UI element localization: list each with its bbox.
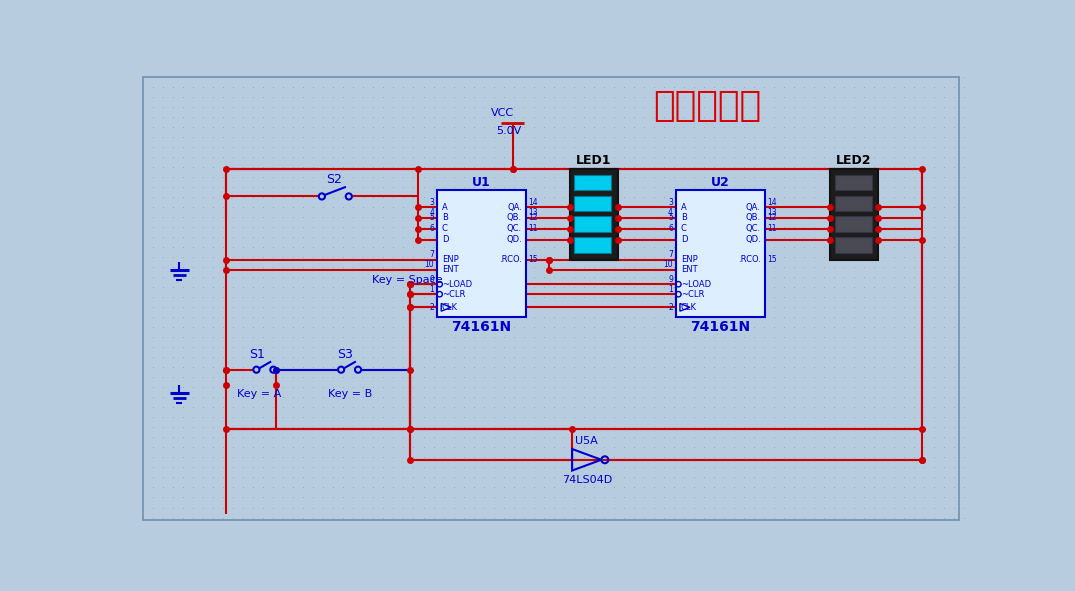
Bar (574, 196, 612, 211)
Text: 9
1: 9 1 (429, 274, 434, 294)
Text: ~LOAD: ~LOAD (442, 280, 472, 289)
Text: 7
10: 7 10 (663, 250, 673, 269)
Text: 7
10: 7 10 (425, 250, 434, 269)
Text: QD.: QD. (745, 235, 761, 244)
Text: 11: 11 (528, 224, 538, 233)
Text: ENP: ENP (680, 255, 698, 264)
Bar (574, 237, 612, 252)
Text: 12: 12 (766, 213, 776, 222)
Text: C: C (680, 224, 687, 233)
Text: 14
13: 14 13 (766, 197, 776, 217)
Text: ENP: ENP (442, 255, 459, 264)
Text: 12: 12 (528, 213, 538, 222)
Text: 3
4: 3 4 (429, 197, 434, 217)
Text: QA.: QA. (507, 203, 522, 212)
Text: 5: 5 (668, 213, 673, 222)
Text: QC.: QC. (507, 224, 522, 233)
Text: 9
1: 9 1 (668, 274, 673, 294)
Text: LED2: LED2 (836, 154, 872, 167)
Text: A: A (442, 203, 447, 212)
Text: A: A (680, 203, 687, 212)
Bar (676, 190, 764, 317)
Text: 6: 6 (668, 224, 673, 233)
Text: 5.0V: 5.0V (496, 126, 521, 136)
Text: .RCO.: .RCO. (499, 255, 522, 264)
Text: 反馈清零法: 反馈清零法 (653, 89, 761, 122)
Text: QD.: QD. (506, 235, 522, 244)
Text: D: D (680, 235, 687, 244)
Bar (834, 237, 872, 252)
Text: U1: U1 (472, 176, 491, 189)
Text: ENT: ENT (680, 265, 698, 274)
Text: Key = A: Key = A (238, 389, 282, 400)
Text: ~CLR: ~CLR (442, 290, 465, 298)
Text: S1: S1 (248, 348, 264, 361)
Text: ~CLR: ~CLR (680, 290, 704, 298)
Text: .RCO.: .RCO. (737, 255, 761, 264)
Text: QB.: QB. (507, 213, 522, 222)
Text: CLK: CLK (680, 303, 697, 312)
Text: QC.: QC. (746, 224, 761, 233)
Text: 6: 6 (429, 224, 434, 233)
Text: 11: 11 (766, 224, 776, 233)
Text: 3
4: 3 4 (668, 197, 673, 217)
Text: 15: 15 (766, 255, 776, 264)
Bar (574, 216, 612, 232)
Bar (574, 175, 612, 190)
Text: S3: S3 (338, 348, 354, 361)
Bar (438, 190, 526, 317)
Text: 14
13: 14 13 (528, 197, 538, 217)
Text: 2: 2 (430, 303, 434, 312)
Bar (570, 170, 617, 261)
Text: 74161N: 74161N (690, 320, 750, 333)
Text: C: C (442, 224, 448, 233)
Text: ~LOAD: ~LOAD (680, 280, 711, 289)
Text: 74LS04D: 74LS04D (561, 475, 612, 485)
Text: 74161N: 74161N (452, 320, 512, 333)
Text: U5A: U5A (575, 436, 598, 446)
Text: QB.: QB. (746, 213, 761, 222)
Text: QA.: QA. (746, 203, 761, 212)
Text: ENT: ENT (442, 265, 459, 274)
Text: CLK: CLK (442, 303, 458, 312)
Bar (834, 196, 872, 211)
Bar (830, 170, 878, 261)
Bar (834, 175, 872, 190)
Text: D: D (442, 235, 448, 244)
Text: 2: 2 (669, 303, 673, 312)
Text: S2: S2 (327, 173, 342, 186)
Text: 15: 15 (528, 255, 538, 264)
Text: LED1: LED1 (576, 154, 612, 167)
Bar (834, 216, 872, 232)
Text: 5: 5 (429, 213, 434, 222)
Text: B: B (442, 213, 448, 222)
Text: U2: U2 (711, 176, 730, 189)
Text: Key = Space: Key = Space (372, 275, 443, 285)
Text: B: B (680, 213, 687, 222)
Text: Key = B: Key = B (328, 389, 372, 400)
Text: VCC: VCC (491, 108, 515, 118)
